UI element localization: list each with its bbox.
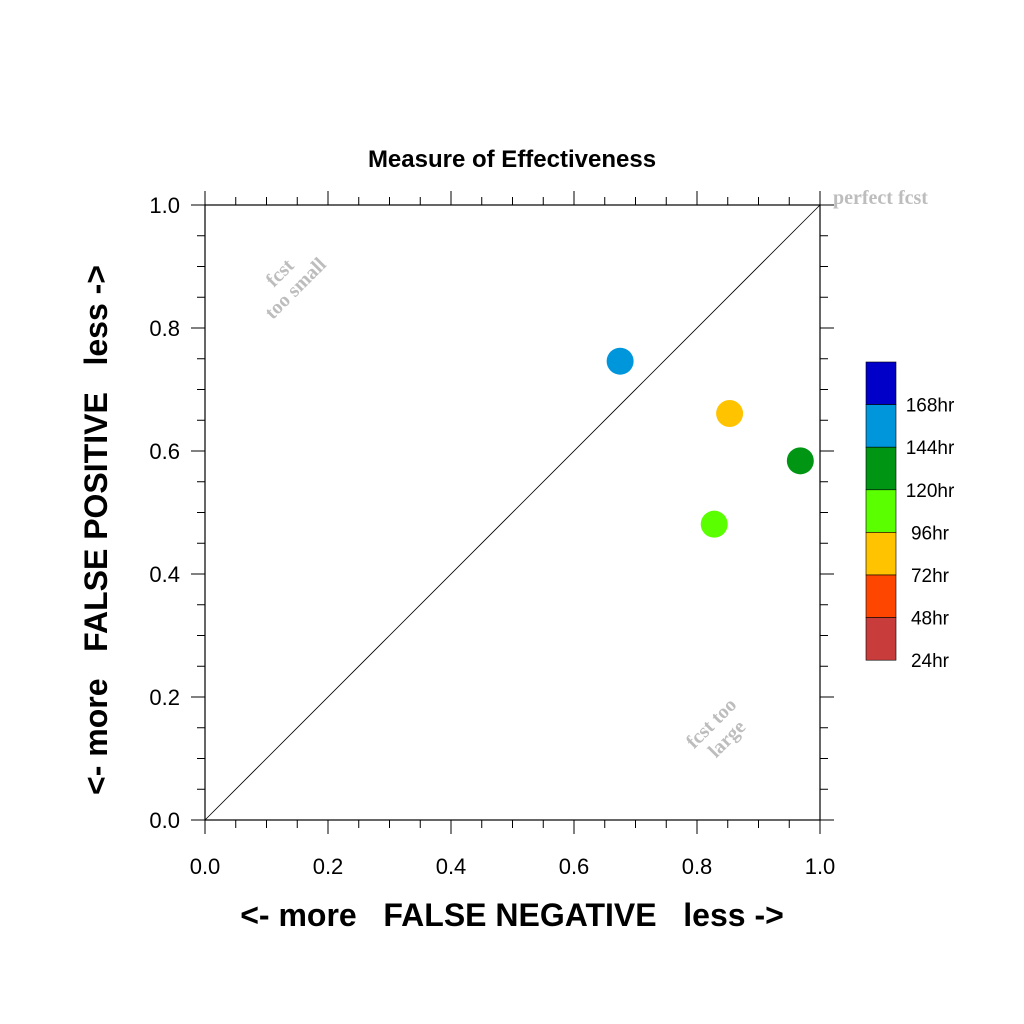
legend-label-144hr: 144hr — [906, 438, 955, 459]
plot-frame — [204, 204, 821, 821]
y-tick-label: 0.4 — [149, 562, 180, 587]
x-tick-label: 0.4 — [436, 854, 467, 879]
legend-swatch-96hr — [865, 489, 897, 533]
axis-ticks — [191, 191, 834, 834]
x-tick-label: 1.0 — [805, 854, 836, 879]
annotation-too-small-line2: too small — [261, 253, 331, 323]
legend-label-48hr: 48hr — [911, 609, 950, 630]
x-tick-label: 0.8 — [682, 854, 713, 879]
data-point-96hr — [700, 510, 728, 538]
legend-swatch-120hr — [865, 446, 897, 491]
x-tick-label: 0.6 — [559, 854, 590, 879]
y-tick-label: 0.0 — [149, 808, 180, 833]
data-point-120hr — [786, 447, 814, 475]
legend: 168hr 144hr 120hr 96hr 72hr 48hr 24hr — [865, 361, 955, 672]
legend-swatch-48hr — [865, 574, 897, 618]
legend-swatch-168hr — [865, 361, 897, 405]
legend-swatch-72hr — [865, 532, 897, 576]
x-tick-labels: 0.0 0.2 0.4 0.6 0.8 1.0 — [190, 854, 836, 879]
y-axis-label: <- more FALSE POSITIVE less -> — [78, 265, 114, 795]
data-point-144hr — [606, 347, 634, 375]
legend-label-120hr: 120hr — [906, 481, 955, 502]
legend-label-168hr: 168hr — [906, 396, 955, 417]
y-tick-labels: 0.0 0.2 0.4 0.6 0.8 1.0 — [149, 193, 180, 833]
y-tick-label: 0.8 — [149, 316, 180, 341]
x-tick-label: 0.2 — [313, 854, 344, 879]
data-points — [606, 347, 814, 538]
legend-swatch-144hr — [865, 404, 897, 448]
chart-title: Measure of Effectiveness — [368, 146, 656, 173]
annotation-perfect-fcst: perfect fcst — [833, 187, 928, 209]
y-tick-label: 1.0 — [149, 193, 180, 218]
legend-swatch-24hr — [865, 617, 897, 661]
reference-line — [204, 204, 821, 821]
y-tick-label: 0.6 — [149, 439, 180, 464]
legend-label-72hr: 72hr — [911, 566, 950, 587]
y-tick-label: 0.2 — [149, 685, 180, 710]
data-point-72hr — [716, 399, 744, 427]
legend-label-96hr: 96hr — [911, 523, 950, 544]
x-tick-label: 0.0 — [190, 854, 221, 879]
x-axis-label: <- more FALSE NEGATIVE less -> — [240, 897, 784, 933]
legend-label-24hr: 24hr — [911, 651, 950, 672]
